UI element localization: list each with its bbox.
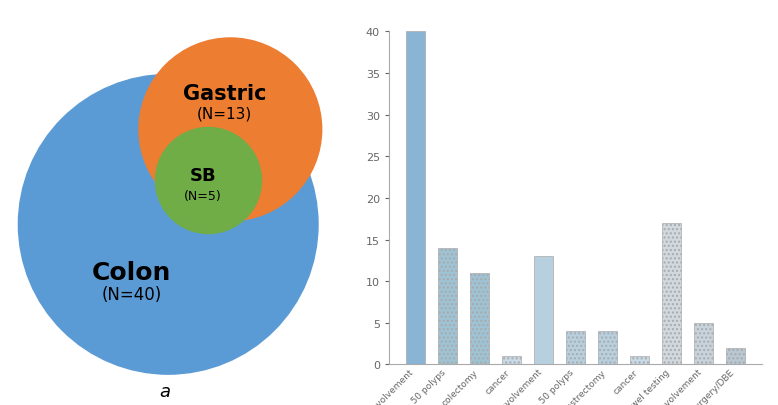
Text: (N=40): (N=40) <box>102 285 162 303</box>
Bar <box>470 273 489 364</box>
Bar <box>502 356 521 364</box>
Bar <box>438 248 457 364</box>
Bar <box>566 331 585 364</box>
Bar <box>630 356 650 364</box>
Bar <box>598 331 618 364</box>
Bar <box>726 348 745 364</box>
Bar <box>534 257 553 364</box>
Text: a: a <box>159 382 170 400</box>
Text: Gastric: Gastric <box>183 83 267 104</box>
Text: (N=13): (N=13) <box>198 106 253 121</box>
Circle shape <box>156 128 261 234</box>
Bar <box>662 224 682 364</box>
Bar <box>694 323 713 364</box>
Text: SB: SB <box>190 166 216 185</box>
Circle shape <box>139 39 321 221</box>
Text: (N=5): (N=5) <box>184 189 222 202</box>
Text: Colon: Colon <box>92 260 171 284</box>
Circle shape <box>19 75 318 374</box>
Bar <box>406 32 426 364</box>
